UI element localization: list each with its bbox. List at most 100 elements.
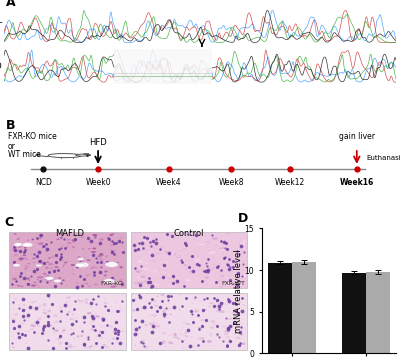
- Ellipse shape: [12, 309, 14, 310]
- Ellipse shape: [226, 305, 227, 306]
- Ellipse shape: [122, 240, 124, 241]
- Ellipse shape: [218, 338, 221, 341]
- Ellipse shape: [43, 303, 46, 306]
- Ellipse shape: [239, 260, 242, 263]
- Ellipse shape: [136, 270, 140, 273]
- Ellipse shape: [50, 256, 55, 258]
- Ellipse shape: [81, 285, 84, 286]
- Ellipse shape: [37, 276, 41, 278]
- Ellipse shape: [170, 314, 172, 315]
- Ellipse shape: [209, 333, 212, 336]
- Ellipse shape: [100, 268, 102, 270]
- Ellipse shape: [134, 345, 136, 346]
- Ellipse shape: [38, 306, 41, 307]
- Ellipse shape: [96, 302, 98, 303]
- Ellipse shape: [166, 317, 168, 319]
- Ellipse shape: [142, 284, 144, 286]
- Ellipse shape: [208, 345, 212, 346]
- Ellipse shape: [70, 318, 74, 320]
- Ellipse shape: [227, 276, 230, 278]
- Text: FXR-KO mice: FXR-KO mice: [8, 132, 57, 141]
- Ellipse shape: [164, 311, 166, 312]
- Ellipse shape: [147, 284, 150, 286]
- Ellipse shape: [16, 338, 18, 339]
- Ellipse shape: [46, 251, 47, 252]
- Ellipse shape: [180, 329, 182, 330]
- Ellipse shape: [162, 332, 166, 334]
- Ellipse shape: [152, 302, 156, 304]
- Ellipse shape: [227, 233, 230, 235]
- Ellipse shape: [184, 255, 189, 256]
- Ellipse shape: [238, 302, 242, 303]
- Ellipse shape: [192, 298, 196, 300]
- Ellipse shape: [203, 341, 206, 343]
- Ellipse shape: [36, 264, 42, 267]
- Ellipse shape: [224, 331, 226, 332]
- Ellipse shape: [72, 240, 74, 241]
- Text: FXR-KO: FXR-KO: [100, 281, 123, 286]
- Ellipse shape: [77, 258, 84, 260]
- Ellipse shape: [94, 313, 98, 315]
- Ellipse shape: [82, 333, 85, 335]
- Ellipse shape: [14, 243, 23, 247]
- Ellipse shape: [142, 282, 145, 283]
- Ellipse shape: [216, 309, 222, 312]
- Ellipse shape: [86, 260, 87, 261]
- Ellipse shape: [81, 236, 84, 238]
- Ellipse shape: [96, 260, 103, 262]
- Ellipse shape: [213, 256, 215, 258]
- Ellipse shape: [192, 303, 194, 304]
- Ellipse shape: [210, 302, 214, 304]
- Ellipse shape: [116, 333, 117, 335]
- Ellipse shape: [84, 301, 88, 304]
- Ellipse shape: [54, 330, 59, 332]
- Ellipse shape: [12, 347, 15, 348]
- Ellipse shape: [198, 317, 202, 319]
- Ellipse shape: [109, 326, 113, 327]
- Ellipse shape: [203, 296, 206, 297]
- Ellipse shape: [227, 267, 229, 269]
- Ellipse shape: [200, 345, 201, 346]
- Ellipse shape: [72, 273, 74, 275]
- Ellipse shape: [65, 278, 68, 280]
- Ellipse shape: [168, 275, 170, 276]
- Ellipse shape: [13, 308, 14, 309]
- Ellipse shape: [191, 259, 192, 260]
- Ellipse shape: [232, 326, 234, 327]
- Ellipse shape: [240, 254, 242, 256]
- Ellipse shape: [186, 269, 187, 270]
- Ellipse shape: [87, 312, 92, 315]
- Ellipse shape: [216, 280, 222, 282]
- Ellipse shape: [144, 280, 147, 282]
- Ellipse shape: [190, 304, 194, 306]
- Ellipse shape: [145, 342, 147, 343]
- Ellipse shape: [90, 266, 95, 269]
- Ellipse shape: [92, 253, 96, 255]
- Ellipse shape: [44, 309, 46, 311]
- Ellipse shape: [221, 302, 224, 304]
- Ellipse shape: [202, 237, 204, 238]
- Ellipse shape: [153, 250, 155, 251]
- Ellipse shape: [213, 341, 215, 342]
- Ellipse shape: [112, 331, 118, 332]
- Ellipse shape: [215, 335, 220, 337]
- Ellipse shape: [98, 331, 104, 333]
- Ellipse shape: [156, 252, 160, 254]
- Ellipse shape: [180, 250, 183, 251]
- Ellipse shape: [156, 253, 159, 254]
- Ellipse shape: [19, 329, 21, 330]
- Ellipse shape: [186, 279, 190, 281]
- Ellipse shape: [84, 335, 88, 337]
- Ellipse shape: [76, 282, 78, 284]
- Ellipse shape: [200, 285, 202, 286]
- Ellipse shape: [13, 246, 17, 249]
- Ellipse shape: [208, 247, 209, 248]
- Ellipse shape: [20, 322, 25, 324]
- Ellipse shape: [23, 305, 26, 306]
- Ellipse shape: [77, 262, 80, 263]
- Ellipse shape: [194, 309, 198, 311]
- Ellipse shape: [11, 316, 14, 317]
- Ellipse shape: [106, 264, 110, 266]
- Ellipse shape: [147, 263, 148, 264]
- Ellipse shape: [211, 320, 215, 322]
